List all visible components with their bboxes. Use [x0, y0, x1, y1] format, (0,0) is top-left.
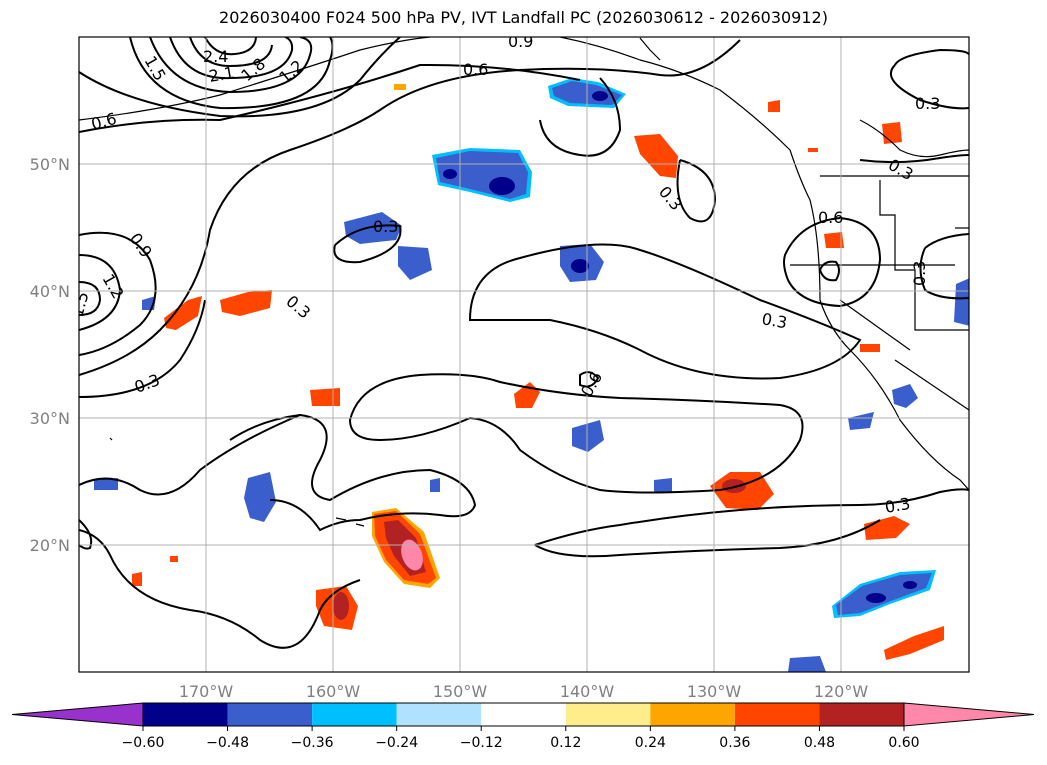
lon-tick-label: 130°W [687, 682, 742, 701]
lon-tick-label: 140°W [560, 682, 615, 701]
colorbar-tick-label: 0.24 [635, 735, 666, 751]
gridlines [79, 37, 969, 672]
lat-tick-label: 20°N [30, 536, 70, 555]
colorbar-tick-label: 0.48 [804, 735, 835, 751]
contour-label: 2.4 [203, 47, 228, 66]
lat-axis: 20°N 30°N 40°N 50°N [30, 155, 70, 555]
colorbar-segment [650, 703, 735, 726]
lon-axis: 170°W 160°W 150°W 140°W 130°W 120°W [179, 682, 869, 701]
pv-shading [94, 78, 969, 672]
colorbar-extend-low [11, 702, 144, 727]
colorbar-tick-label: −0.12 [460, 735, 503, 751]
colorbar-segment [396, 703, 482, 726]
colorbar-tick-label: 0.60 [888, 735, 919, 751]
contour-label: 0.3 [883, 494, 911, 517]
colorbar-tick-label: 0.12 [550, 735, 581, 751]
plot-title: 2026030400 F024 500 hPa PV, IVT Landfall… [219, 8, 828, 27]
colorbar-tick-label: −0.24 [375, 735, 418, 751]
colorbar-segment [227, 703, 313, 726]
colorbar-segment [143, 703, 228, 726]
contour-label: 0.6 [818, 208, 843, 227]
contour-label: 0.6 [463, 60, 488, 79]
lon-tick-label: 150°W [433, 682, 488, 701]
contour-label: 2.1 [207, 63, 235, 86]
contour-label: 0.3 [373, 217, 398, 236]
lat-tick-label: 30°N [30, 409, 70, 428]
colorbar: −0.60 −0.48 −0.36 −0.24 −0.12 0.12 0.24 0.36 0.4… [11, 702, 1035, 751]
colorbar-segment [481, 703, 566, 726]
contour-label: 0.3 [760, 309, 788, 332]
lat-tick-label: 50°N [30, 155, 70, 174]
colorbar-tick-label: −0.60 [122, 735, 165, 751]
map-frame [78, 36, 970, 673]
colorbar-segment [734, 703, 820, 726]
lon-tick-label: 160°W [306, 682, 361, 701]
contour-label: 0.3 [915, 94, 940, 113]
lon-tick-label: 120°W [814, 682, 869, 701]
pv-contours [79, 37, 969, 649]
contour-label: 0.9 [508, 32, 533, 51]
colorbar-segment [565, 703, 651, 726]
colorbar-tick-label: −0.36 [291, 735, 334, 751]
lon-tick-label: 170°W [179, 682, 234, 701]
contour-label: 0.3 [910, 261, 929, 286]
colorbar-extend-high [903, 702, 1035, 727]
colorbar-tick-label: −0.48 [206, 735, 249, 751]
colorbar-outline [142, 702, 905, 727]
lat-tick-label: 40°N [30, 282, 70, 301]
map-panel: 0.9 0.6 0.6 2.4 2.1 1.8 1.2 1.5 0.3 0.3 … [78, 32, 970, 673]
colorbar-tick-label: 0.36 [719, 735, 750, 751]
coastlines [79, 37, 969, 527]
colorbar-segment [312, 703, 397, 726]
colorbar-segment [819, 703, 904, 726]
